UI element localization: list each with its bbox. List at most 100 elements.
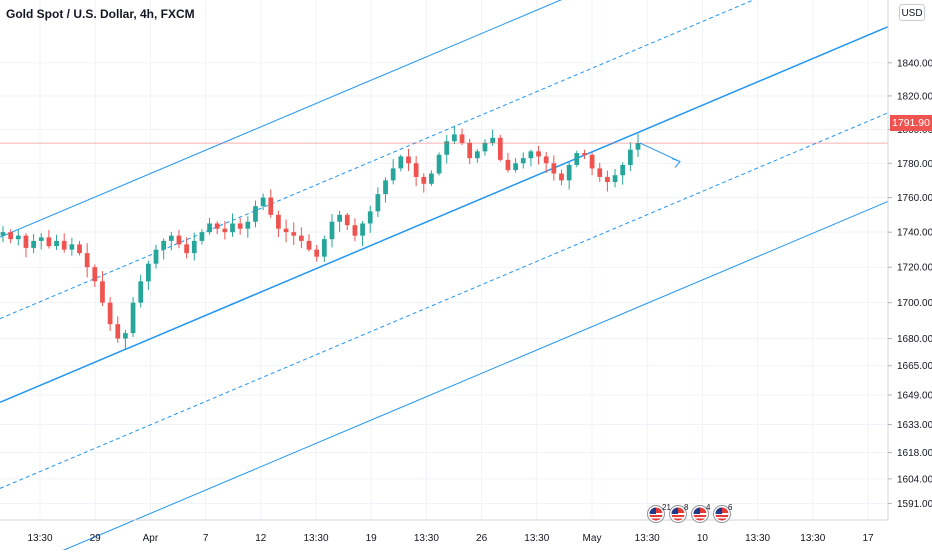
candle-up xyxy=(612,175,618,183)
time-tick-label: 7 xyxy=(203,533,209,544)
price-tick-label: 1591.00 xyxy=(897,499,932,510)
candle-down xyxy=(543,156,549,164)
price-tick-label: 1840.00 xyxy=(897,58,932,69)
price-tick-label: 1780.00 xyxy=(897,159,932,170)
candle-down xyxy=(352,225,358,236)
time-tick-label: May xyxy=(583,533,602,544)
candle-up xyxy=(566,164,572,181)
channel-outer-line xyxy=(50,200,889,555)
currency-button[interactable]: USD xyxy=(899,4,925,21)
candle-down xyxy=(467,142,473,159)
candle-up xyxy=(337,214,342,222)
candle-up xyxy=(627,149,633,165)
event-count: 21 xyxy=(662,503,671,512)
candle-up xyxy=(153,249,159,264)
price-tick-label: 1665.00 xyxy=(897,361,932,372)
candle-up xyxy=(436,154,442,174)
candle-down xyxy=(77,244,82,254)
candle-down xyxy=(176,235,182,245)
projection-arrow-line xyxy=(639,142,681,163)
flag-stripe xyxy=(671,517,685,519)
candle-up xyxy=(69,244,75,250)
event-count: 8 xyxy=(684,503,689,512)
candle-down xyxy=(421,176,427,184)
candle-down xyxy=(268,197,274,215)
candle-up xyxy=(31,240,36,248)
event-marker[interactable]: 21 xyxy=(647,503,672,523)
candle-down xyxy=(459,134,465,143)
candle-up xyxy=(398,156,404,169)
candle-up xyxy=(390,168,396,181)
time-tick-label: 13:30 xyxy=(27,533,52,544)
candle-down xyxy=(589,154,595,169)
time-tick-label: 17 xyxy=(862,533,874,544)
candles xyxy=(0,125,641,350)
candle-down xyxy=(184,244,189,254)
event-marker[interactable]: 6 xyxy=(713,503,734,523)
candle-down xyxy=(605,176,610,183)
candle-down xyxy=(406,156,411,164)
candle-up xyxy=(452,134,457,142)
candle-down xyxy=(100,281,105,303)
price-tick-label: 1700.00 xyxy=(897,298,932,309)
candle-down xyxy=(505,159,511,171)
candle-up xyxy=(474,151,480,159)
price-tick-label: 1618.00 xyxy=(897,448,932,459)
grid xyxy=(0,0,888,520)
candle-down xyxy=(222,228,228,233)
flag-stripe xyxy=(693,517,707,519)
candle-up xyxy=(329,221,335,240)
candle-down xyxy=(597,168,603,177)
price-tick-label: 1740.00 xyxy=(897,228,932,239)
candle-down xyxy=(344,214,350,226)
candle-down xyxy=(8,232,14,240)
candle-up xyxy=(207,223,212,233)
candle-up xyxy=(230,223,235,233)
candle-down xyxy=(559,173,564,181)
candle-up xyxy=(513,163,518,171)
time-tick-label: 13:30 xyxy=(745,533,770,544)
flag-canton xyxy=(715,507,722,514)
event-count: 4 xyxy=(706,503,711,512)
price-tick-label: 1604.00 xyxy=(897,474,932,485)
channel-center-line xyxy=(0,26,889,404)
time-tick-label: 13:30 xyxy=(800,533,825,544)
time-tick-label: 13:30 xyxy=(414,533,439,544)
event-count: 6 xyxy=(728,503,733,512)
time-tick-label: 10 xyxy=(697,533,709,544)
flag-canton xyxy=(671,507,678,514)
flag-stripe xyxy=(715,517,729,519)
candle-up xyxy=(490,137,496,143)
candle-up xyxy=(0,232,6,236)
time-tick-label: Apr xyxy=(143,533,159,544)
candle-up xyxy=(245,221,251,229)
last-price-label: 1791.90 xyxy=(890,115,932,131)
candle-up xyxy=(123,333,128,339)
flag-canton xyxy=(693,507,700,514)
flag-stripe xyxy=(649,517,663,519)
candle-down xyxy=(283,228,289,233)
regression-channel[interactable] xyxy=(0,0,889,555)
time-tick-label: 12 xyxy=(255,533,267,544)
candle-up xyxy=(482,142,488,152)
event-marker[interactable]: 8 xyxy=(669,503,690,523)
events[interactable]: 21 8 4 6 xyxy=(647,503,734,523)
candle-up xyxy=(574,153,580,165)
candle-up xyxy=(528,151,534,159)
event-marker[interactable]: 4 xyxy=(691,503,712,523)
candle-down xyxy=(551,163,557,174)
time-tick-label: 13:30 xyxy=(635,533,660,544)
candle-down xyxy=(413,163,419,177)
candle-down xyxy=(299,235,304,241)
candle-down xyxy=(23,235,29,248)
candle-up xyxy=(321,239,327,257)
candle-up xyxy=(199,232,205,241)
candle-down xyxy=(314,249,320,257)
candle-up xyxy=(138,281,144,303)
candle-down xyxy=(46,237,52,247)
candle-up xyxy=(38,237,44,241)
candle-down xyxy=(536,151,541,157)
